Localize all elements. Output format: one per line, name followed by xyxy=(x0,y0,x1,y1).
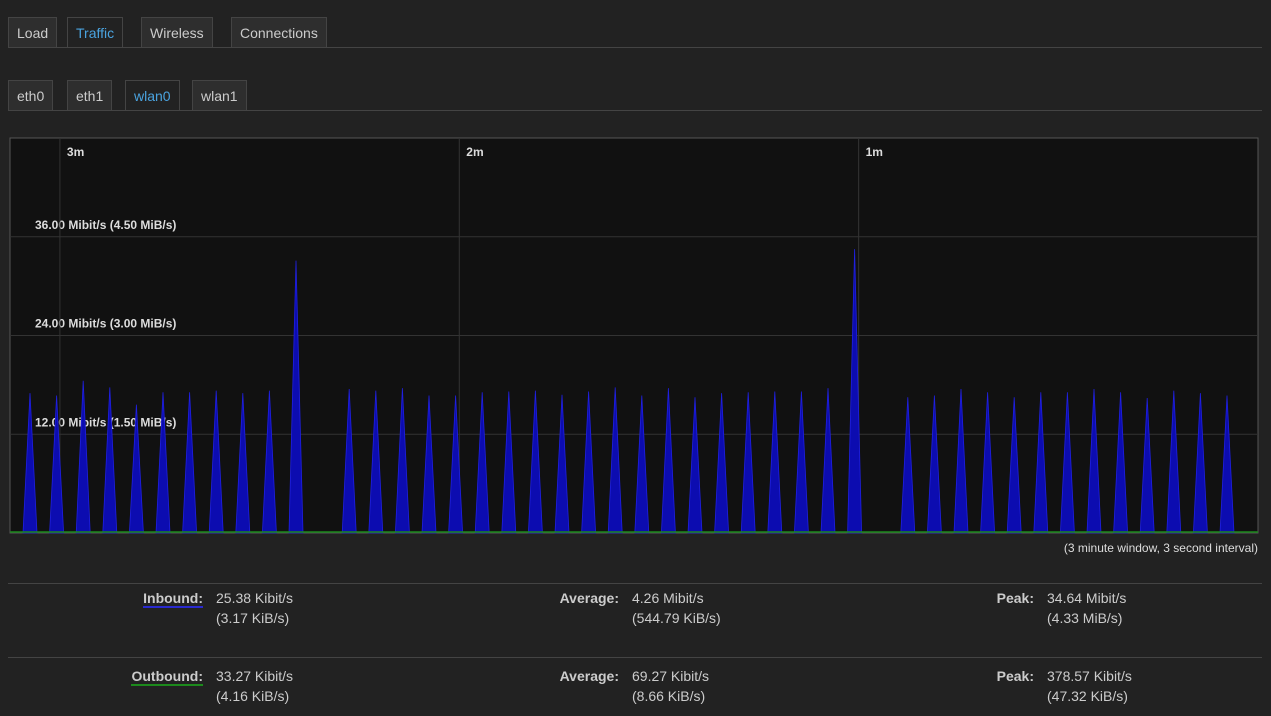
traffic-spike xyxy=(261,390,277,534)
tab[interactable]: Connections xyxy=(231,17,327,47)
traffic-spike xyxy=(501,391,517,534)
traffic-spike xyxy=(900,397,916,534)
traffic-spike xyxy=(527,390,543,534)
stat-value: 25.38 Kibit/s xyxy=(216,590,294,606)
stat-label: Outbound: xyxy=(3,668,203,686)
traffic-spike xyxy=(1192,393,1208,534)
y-tick-label: 24.00 Mibit/s (3.00 MiB/s) xyxy=(35,317,176,331)
traffic-spike xyxy=(394,388,410,534)
traffic-spike xyxy=(1033,392,1049,534)
traffic-spike xyxy=(634,395,650,534)
traffic-spike xyxy=(448,395,464,534)
tab[interactable]: Traffic xyxy=(67,17,124,47)
traffic-spike xyxy=(341,388,357,534)
row-rule xyxy=(8,583,1262,584)
interface-tab[interactable]: eth0 xyxy=(8,80,54,110)
x-tick-label: 3m xyxy=(67,145,84,159)
traffic-spike xyxy=(208,390,224,534)
stat-value: (47.32 KiB/s) xyxy=(1047,688,1128,704)
stat-value: (3.17 KiB/s) xyxy=(216,610,290,626)
stat-value: 378.57 Kibit/s xyxy=(1047,668,1132,684)
traffic-spike xyxy=(714,393,730,534)
traffic-spike xyxy=(288,260,304,534)
stat-value: 4.26 Mibit/s xyxy=(632,590,704,606)
stat-label: Peak: xyxy=(996,668,1034,684)
stat-value: (4.16 KiB/s) xyxy=(216,688,290,704)
traffic-spike xyxy=(1166,390,1182,534)
traffic-spike xyxy=(1086,388,1102,534)
traffic-spike xyxy=(102,387,118,534)
traffic-spike xyxy=(767,391,783,534)
traffic-spike xyxy=(1059,392,1075,534)
stat-value: (8.66 KiB/s) xyxy=(632,688,706,704)
traffic-spike xyxy=(155,392,171,534)
stat-label-text: Outbound: xyxy=(131,668,203,686)
traffic-spike xyxy=(49,395,65,534)
tab[interactable]: Wireless xyxy=(141,17,213,47)
traffic-spike xyxy=(1219,395,1235,534)
traffic-spike xyxy=(847,249,863,534)
traffic-spike xyxy=(740,392,756,534)
stat-label: Peak: xyxy=(996,590,1034,606)
traffic-spike xyxy=(368,390,384,534)
traffic-spike xyxy=(22,393,38,534)
traffic-spike xyxy=(607,387,623,534)
stat-label-text: Inbound: xyxy=(143,590,203,608)
traffic-spike xyxy=(421,395,437,534)
traffic-spike xyxy=(687,397,703,534)
stat-label: Average: xyxy=(559,668,619,684)
tab-rule xyxy=(8,47,1262,48)
traffic-spike xyxy=(660,388,676,534)
traffic-spike xyxy=(581,391,597,534)
tab[interactable]: Load xyxy=(8,17,58,47)
traffic-spike xyxy=(474,392,490,534)
traffic-spike xyxy=(980,392,996,534)
interface-tab[interactable]: eth1 xyxy=(67,80,113,110)
traffic-spike xyxy=(128,404,144,534)
y-tick-label: 36.00 Mibit/s (4.50 MiB/s) xyxy=(35,218,176,232)
graph-caption: (3 minute window, 3 second interval) xyxy=(1064,541,1258,555)
interface-tab[interactable]: wlan1 xyxy=(192,80,247,110)
x-tick-label: 1m xyxy=(866,145,883,159)
stat-value: (544.79 KiB/s) xyxy=(632,610,721,626)
row-rule xyxy=(8,657,1262,658)
y-tick-label: 12.00 Mibit/s (1.50 MiB/s) xyxy=(35,415,176,429)
stat-value: 34.64 Mibit/s xyxy=(1047,590,1127,606)
stat-label: Inbound: xyxy=(3,590,203,608)
stat-value: (4.33 MiB/s) xyxy=(1047,610,1123,626)
traffic-spike xyxy=(1139,398,1155,534)
traffic-spike xyxy=(953,388,969,534)
x-tick-label: 2m xyxy=(466,145,483,159)
traffic-spike xyxy=(75,380,91,534)
traffic-spike xyxy=(926,395,942,534)
traffic-spike xyxy=(182,392,198,534)
tab-rule xyxy=(8,110,1262,111)
stat-value: 69.27 Kibit/s xyxy=(632,668,710,684)
interface-tab[interactable]: wlan0 xyxy=(125,80,180,110)
traffic-spike xyxy=(793,391,809,534)
stat-value: 33.27 Kibit/s xyxy=(216,668,294,684)
traffic-spike xyxy=(820,388,836,534)
traffic-spike xyxy=(554,394,570,534)
traffic-spike xyxy=(1006,397,1022,534)
stat-label: Average: xyxy=(559,590,619,606)
traffic-spike xyxy=(1113,392,1129,534)
traffic-spike xyxy=(235,393,251,534)
